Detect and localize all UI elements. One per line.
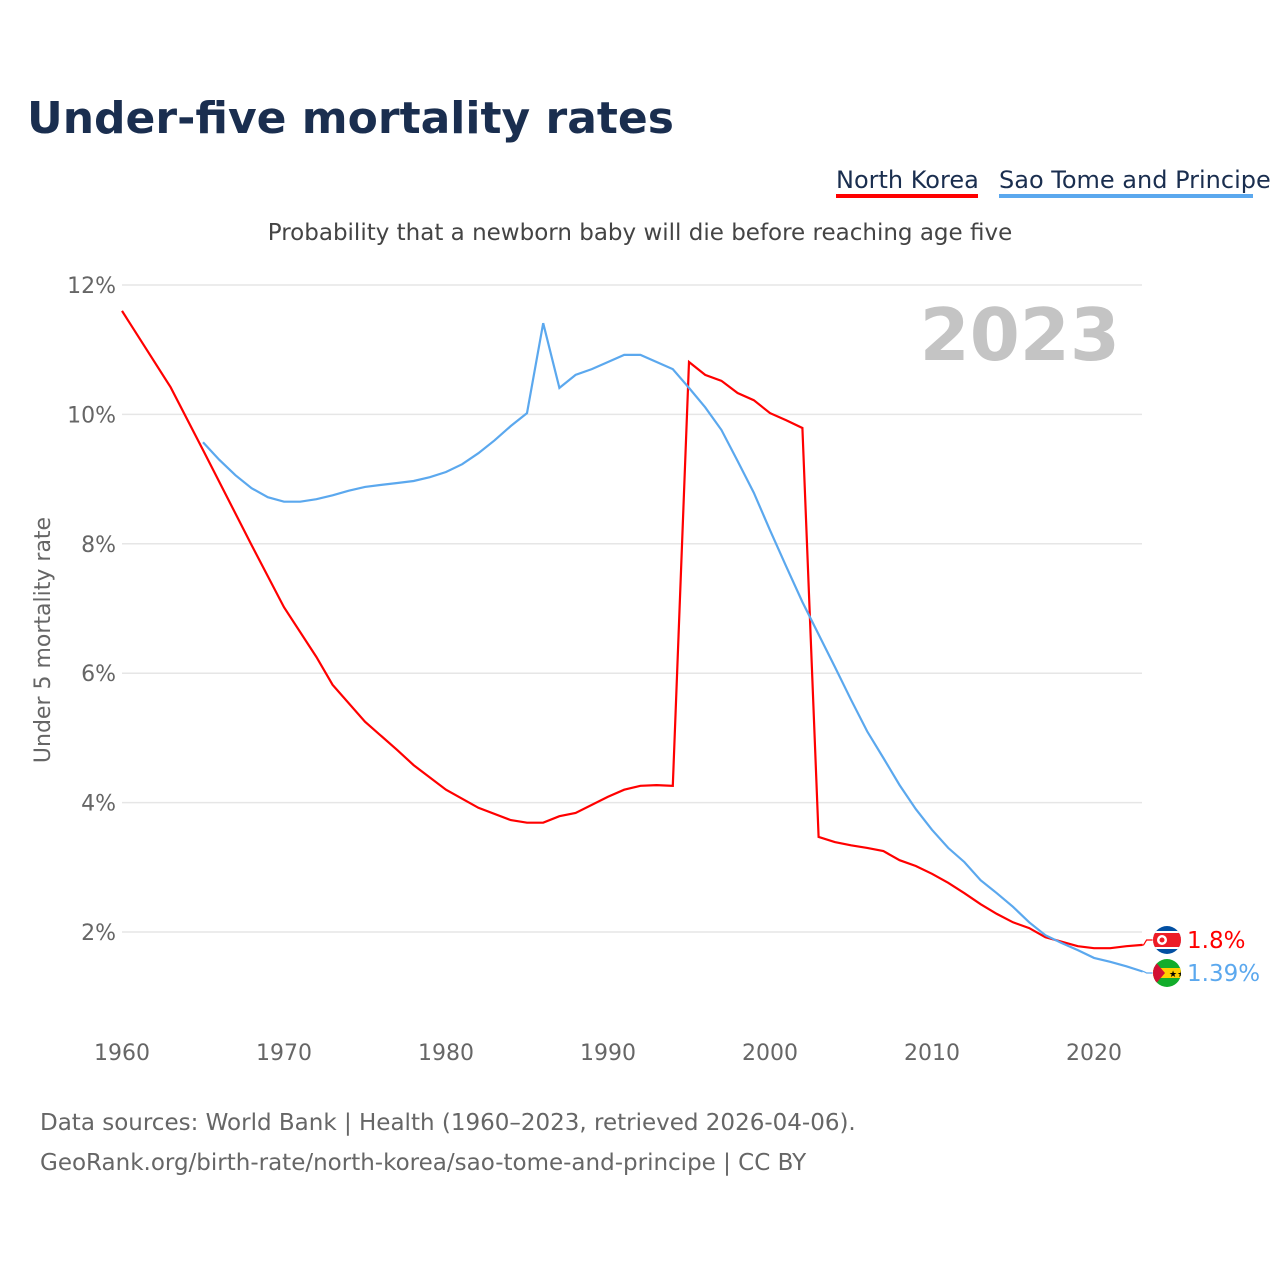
footer-sources: Data sources: World Bank | Health (1960–… bbox=[40, 1110, 856, 1136]
y-tick-label: 12% bbox=[67, 274, 116, 299]
y-axis-label: Under 5 mortality rate bbox=[31, 517, 56, 763]
series-line-sao-tome-and-principe bbox=[202, 322, 1143, 973]
legend-item-north-korea[interactable]: North Korea bbox=[836, 166, 979, 198]
x-tick-label: 1960 bbox=[94, 1041, 150, 1066]
north-korea-flag-icon bbox=[1153, 926, 1181, 954]
year-watermark: 2023 bbox=[920, 293, 1120, 377]
series-line-north-korea bbox=[121, 310, 1143, 950]
end-connector bbox=[1142, 970, 1153, 974]
x-tick-label: 2010 bbox=[904, 1041, 960, 1066]
y-tick-label: 6% bbox=[81, 662, 116, 687]
sao-tome-and-principe-flag-icon: ★★ bbox=[1153, 959, 1185, 987]
x-tick-label: 2000 bbox=[742, 1041, 798, 1066]
y-tick-label: 8% bbox=[81, 533, 116, 558]
x-tick-label: 1980 bbox=[418, 1041, 474, 1066]
chart-title: Under-five mortality rates bbox=[27, 93, 674, 144]
y-tick-label: 10% bbox=[67, 403, 116, 428]
legend-item-sao-tome-and-principe[interactable]: Sao Tome and Principe bbox=[999, 166, 1271, 198]
legend-label: Sao Tome and Principe bbox=[999, 166, 1271, 194]
y-tick-label: 2% bbox=[81, 921, 116, 946]
chart-subtitle: Probability that a newborn baby will die… bbox=[268, 220, 1012, 246]
end-value-label: 1.39% bbox=[1187, 961, 1260, 987]
x-tick-label: 1990 bbox=[580, 1041, 636, 1066]
footer-link[interactable]: GeoRank.org/birth-rate/north-korea/sao-t… bbox=[40, 1150, 807, 1176]
y-tick-label: 4% bbox=[81, 792, 116, 817]
legend-label: North Korea bbox=[836, 166, 979, 194]
svg-text:★★: ★★ bbox=[1169, 969, 1185, 979]
x-tick-label: 1970 bbox=[256, 1041, 312, 1066]
end-value-label: 1.8% bbox=[1187, 928, 1245, 954]
end-connector bbox=[1142, 939, 1153, 946]
x-tick-label: 2020 bbox=[1066, 1041, 1122, 1066]
